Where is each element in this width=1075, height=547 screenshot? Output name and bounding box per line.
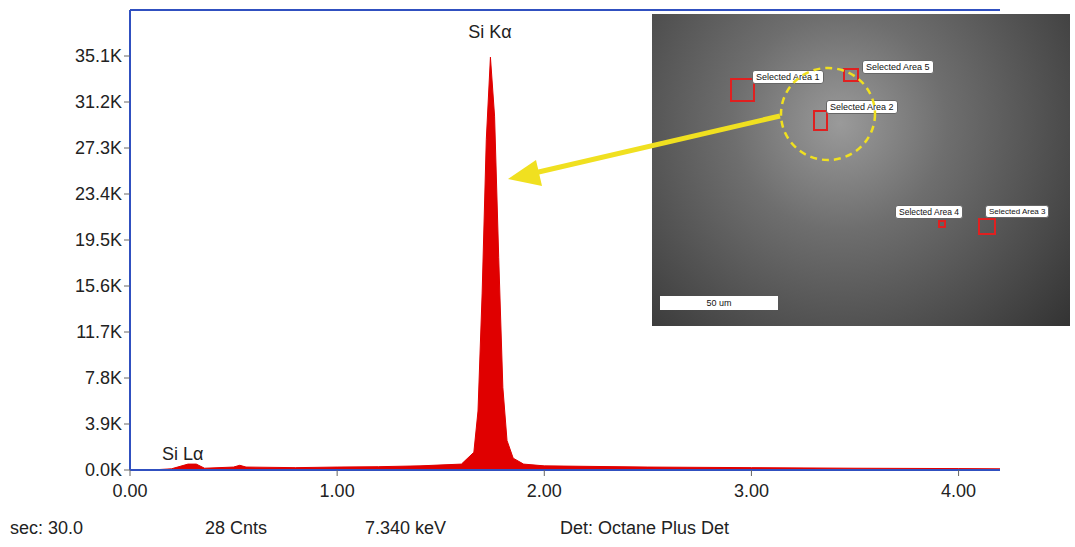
html-text:sec: 30.0: sec: 30.0 (10, 518, 83, 538)
html-text:Si Kα: Si Kα (468, 22, 512, 42)
html-text:28 Cnts: 28 Cnts (205, 518, 267, 538)
html-text:Selected Area 4: Selected Area 4 (899, 207, 959, 217)
svg-text:0.00: 0.00 (112, 481, 147, 501)
html-text:Selected Area 3: Selected Area 3 (989, 207, 1046, 216)
svg-text:7.8K: 7.8K (85, 368, 122, 388)
svg-text:35.1K: 35.1K (75, 46, 122, 66)
html-text:50 um: 50 um (706, 298, 732, 308)
svg-text:3.9K: 3.9K (85, 414, 122, 434)
svg-text:3.00: 3.00 (734, 481, 769, 501)
svg-text:23.4K: 23.4K (75, 184, 122, 204)
html-text:Si Lα: Si Lα (162, 444, 204, 464)
svg-text:19.5K: 19.5K (75, 230, 122, 250)
svg-text:31.2K: 31.2K (75, 92, 122, 112)
svg-text:0.0K: 0.0K (85, 460, 122, 480)
html-text:Selected Area 5: Selected Area 5 (866, 62, 930, 72)
svg-text:11.7K: 11.7K (76, 322, 122, 342)
svg-text:4.00: 4.00 (941, 481, 976, 501)
svg-text:15.6K: 15.6K (75, 276, 122, 296)
svg-text:27.3K: 27.3K (75, 138, 122, 158)
html-text:Selected Area 1: Selected Area 1 (756, 72, 820, 82)
svg-text:2.00: 2.00 (527, 481, 562, 501)
html-text:Selected Area 2: Selected Area 2 (830, 102, 894, 112)
html-text:7.340 keV: 7.340 keV (365, 518, 447, 538)
svg-text:1.00: 1.00 (320, 481, 355, 501)
html-text:Det: Octane Plus Det: Det: Octane Plus Det (560, 518, 730, 538)
